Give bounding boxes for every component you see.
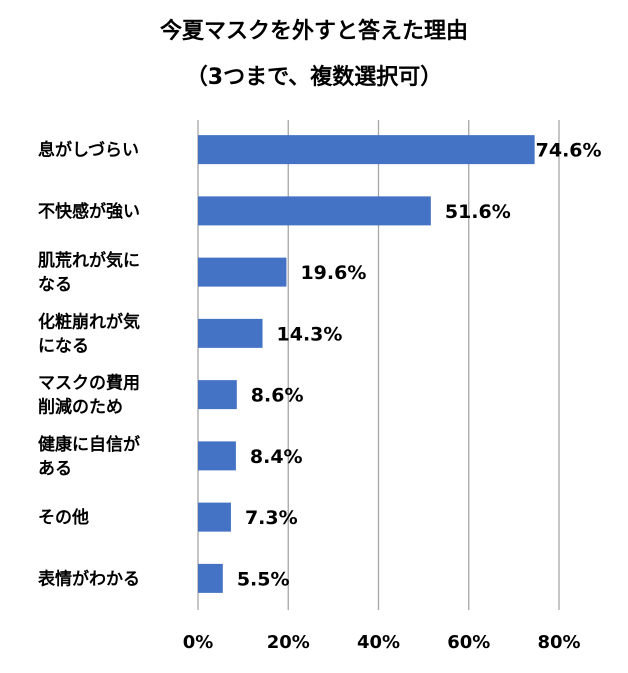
category-label: マスクの費用 (38, 373, 140, 394)
x-tick-label: 20% (267, 632, 310, 653)
data-label: 19.6% (300, 262, 366, 284)
category-label: 化粧崩れが気 (38, 311, 140, 332)
category-label: 削減のため (38, 397, 123, 418)
bar (198, 196, 431, 226)
data-label: 7.3% (245, 507, 298, 529)
category-label: その他 (38, 507, 89, 528)
x-tick-label: 40% (357, 632, 400, 653)
data-label: 51.6% (445, 201, 511, 223)
bar (198, 563, 223, 593)
x-tick-label: 80% (537, 632, 580, 653)
category-label: になる (38, 336, 89, 356)
bar (198, 441, 236, 471)
bar (198, 135, 535, 165)
data-label: 74.6% (536, 140, 602, 162)
bar (198, 380, 237, 410)
category-label: 不快感が強い (38, 201, 140, 222)
bar (198, 318, 263, 348)
category-label: 肌荒れが気に (38, 250, 140, 271)
x-tick-label: 0% (183, 632, 214, 653)
data-label: 8.4% (250, 446, 303, 468)
category-label: 健康に自信が (38, 434, 140, 455)
bar (198, 257, 287, 287)
category-label: 息がしづらい (38, 140, 139, 161)
category-label: ある (38, 459, 72, 479)
chart-title-line-1: 今夏マスクを外すと答えた理由 (160, 18, 468, 44)
x-tick-label: 60% (447, 632, 490, 653)
data-label: 14.3% (277, 323, 343, 345)
data-label: 5.5% (237, 568, 290, 590)
bar (198, 502, 231, 532)
chart-title-line-2: （3つまで、複数選択可） (186, 64, 442, 90)
data-label: 8.6% (251, 385, 304, 407)
category-label: 表情がわかる (38, 568, 140, 589)
category-label: なる (38, 275, 72, 295)
